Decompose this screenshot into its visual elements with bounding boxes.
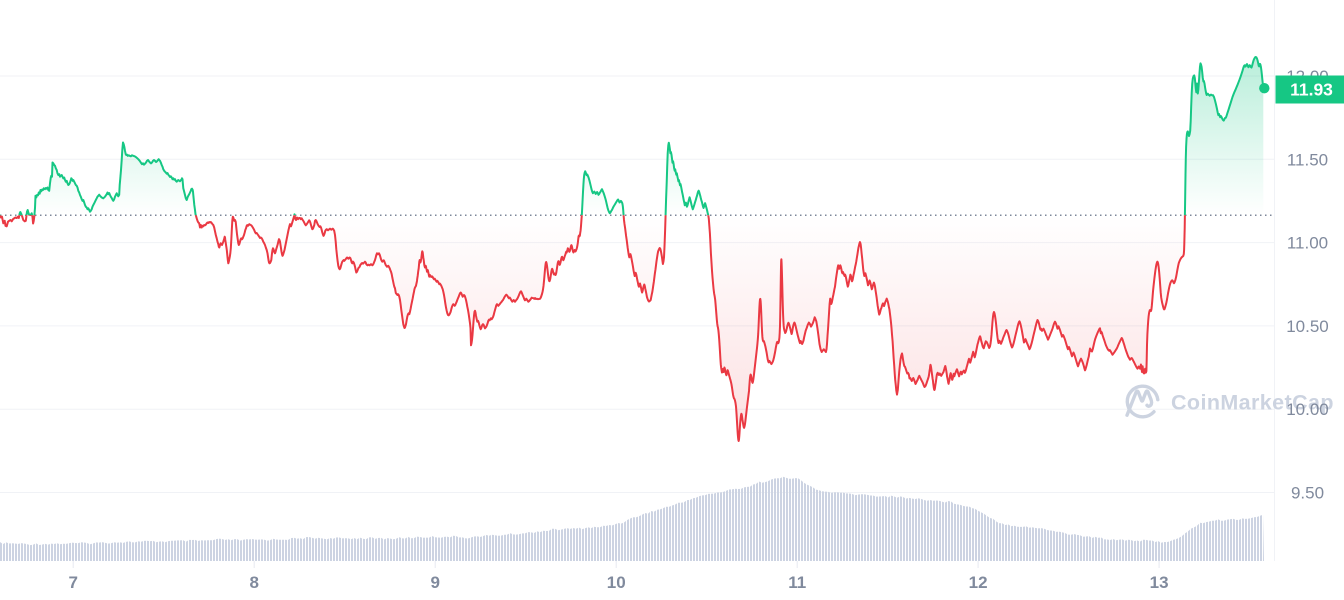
svg-text:9.50: 9.50: [1291, 484, 1324, 503]
svg-text:11.50: 11.50: [1287, 150, 1328, 169]
svg-text:7: 7: [68, 573, 77, 592]
svg-text:12: 12: [969, 573, 988, 592]
svg-text:10.50: 10.50: [1286, 317, 1329, 336]
svg-text:11.93: 11.93: [1290, 80, 1333, 100]
svg-text:10: 10: [607, 573, 626, 592]
svg-text:9: 9: [430, 573, 439, 592]
svg-text:11.00: 11.00: [1287, 234, 1328, 253]
svg-text:11: 11: [788, 573, 806, 592]
svg-text:13: 13: [1150, 573, 1169, 592]
svg-text:CoinMarketCap: CoinMarketCap: [1171, 390, 1334, 414]
svg-text:8: 8: [249, 573, 258, 592]
svg-text:10.00: 10.00: [1286, 400, 1329, 419]
